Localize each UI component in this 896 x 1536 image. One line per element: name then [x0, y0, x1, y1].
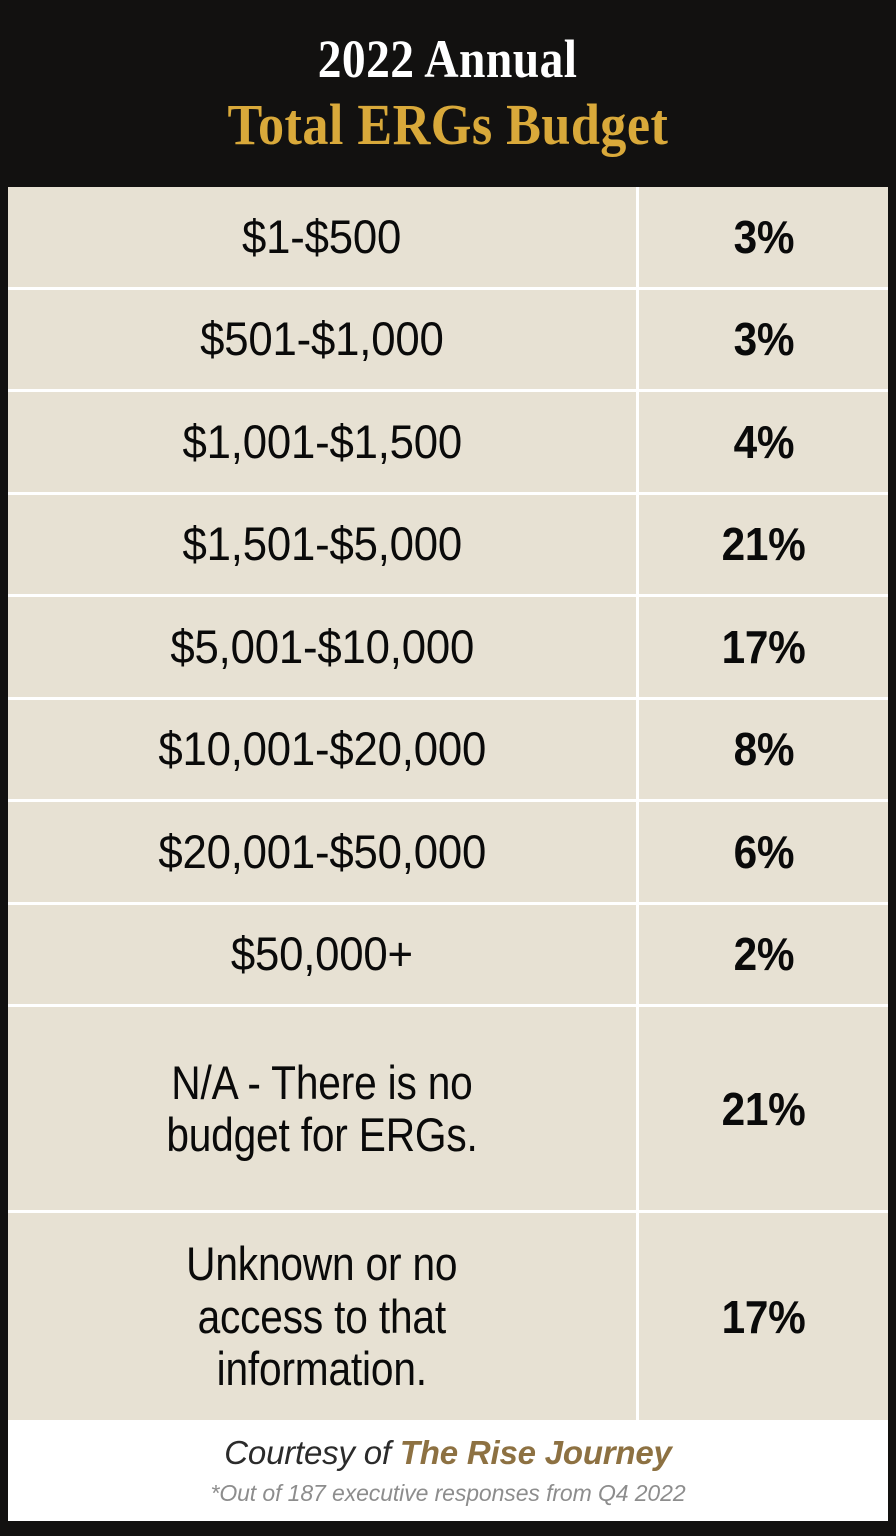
- table-cell-label: $5,001-$10,000: [8, 597, 639, 697]
- header-banner: 2022 Annual Total ERGs Budget: [0, 0, 896, 187]
- table-cell-label: $1,001-$1,500: [8, 392, 639, 492]
- budget-range-text: $20,001-$50,000: [158, 824, 486, 878]
- percentage-text: 3%: [733, 313, 794, 366]
- table-cell-value: 6%: [639, 802, 888, 902]
- table-row: $1,001-$1,500 4%: [8, 392, 888, 495]
- table-cell-value: 17%: [639, 597, 888, 697]
- table-cell-label: $1-$500: [8, 187, 639, 287]
- table-cell-value: 3%: [639, 289, 888, 390]
- table-cell-label: $20,001-$50,000: [8, 802, 639, 902]
- percentage-text: 4%: [733, 415, 794, 468]
- table-row: $5,001-$10,000 17%: [8, 597, 888, 700]
- table-row: $20,001-$50,000 6%: [8, 802, 888, 905]
- percentage-text: 2%: [733, 928, 794, 981]
- percentage-text: 6%: [733, 825, 794, 878]
- budget-range-text: N/A - There is no: [171, 1055, 473, 1109]
- table-row: $50,000+ 2%: [8, 904, 888, 1008]
- table-cell-value: 21%: [639, 1007, 888, 1211]
- percentage-text: 17%: [721, 1290, 806, 1343]
- budget-table: $1-$500 3% $501-$1,000 3% $1,001-$1,500 …: [8, 187, 888, 1421]
- table-row: $1,501-$5,000 21%: [8, 494, 888, 598]
- brand-name: The Rise Journey: [399, 1434, 672, 1472]
- page-title-line2: Total ERGs Budget: [227, 91, 669, 157]
- budget-range-text: $5,001-$10,000: [170, 619, 474, 673]
- courtesy-prefix: Courtesy of: [224, 1434, 400, 1472]
- table-cell-label: N/A - There is no budget for ERGs.: [8, 1007, 639, 1211]
- table-cell-value: 17%: [639, 1213, 888, 1421]
- budget-range-text: $1,001-$1,500: [182, 414, 462, 468]
- percentage-text: 21%: [721, 1082, 806, 1135]
- courtesy-line: Courtesy of The Rise Journey: [224, 1434, 672, 1472]
- percentage-text: 8%: [733, 723, 794, 776]
- table-row: Unknown or no access to that information…: [8, 1213, 888, 1421]
- table-row: N/A - There is no budget for ERGs. 21%: [8, 1007, 888, 1214]
- footer-credit-bar: Courtesy of The Rise Journey *Out of 187…: [8, 1420, 888, 1521]
- budget-range-text: information.: [216, 1341, 428, 1395]
- budget-range-text: $10,001-$20,000: [158, 722, 486, 776]
- table-cell-value: 8%: [639, 699, 888, 800]
- table-cell-label: $50,000+: [8, 904, 639, 1005]
- table-cell-label: $10,001-$20,000: [8, 699, 639, 800]
- table-row: $501-$1,000 3%: [8, 289, 888, 393]
- table-cell-value: 2%: [639, 904, 888, 1005]
- table-cell-label: Unknown or no access to that information…: [8, 1213, 639, 1421]
- percentage-text: 17%: [721, 620, 806, 673]
- percentage-text: 21%: [721, 518, 806, 571]
- page-title-line1: 2022 Annual: [318, 28, 578, 89]
- table-cell-value: 4%: [639, 392, 888, 492]
- budget-range-text: access to that: [197, 1289, 447, 1343]
- table-row: $1-$500 3%: [8, 187, 888, 290]
- table-cell-value: 3%: [639, 187, 888, 287]
- percentage-text: 3%: [733, 210, 794, 263]
- table-cell-label: $501-$1,000: [8, 289, 639, 390]
- budget-range-text: $50,000+: [230, 927, 414, 981]
- table-cell-value: 21%: [639, 494, 888, 595]
- budget-range-text: budget for ERGs.: [166, 1107, 478, 1161]
- budget-range-text: Unknown or no: [186, 1237, 458, 1291]
- budget-range-text: $1,501-$5,000: [182, 517, 462, 571]
- disclaimer-note: *Out of 187 executive responses from Q4 …: [210, 1479, 686, 1506]
- table-cell-label: $1,501-$5,000: [8, 494, 639, 595]
- budget-range-text: $501-$1,000: [200, 312, 444, 366]
- table-row: $10,001-$20,000 8%: [8, 699, 888, 803]
- budget-range-text: $1-$500: [242, 209, 402, 263]
